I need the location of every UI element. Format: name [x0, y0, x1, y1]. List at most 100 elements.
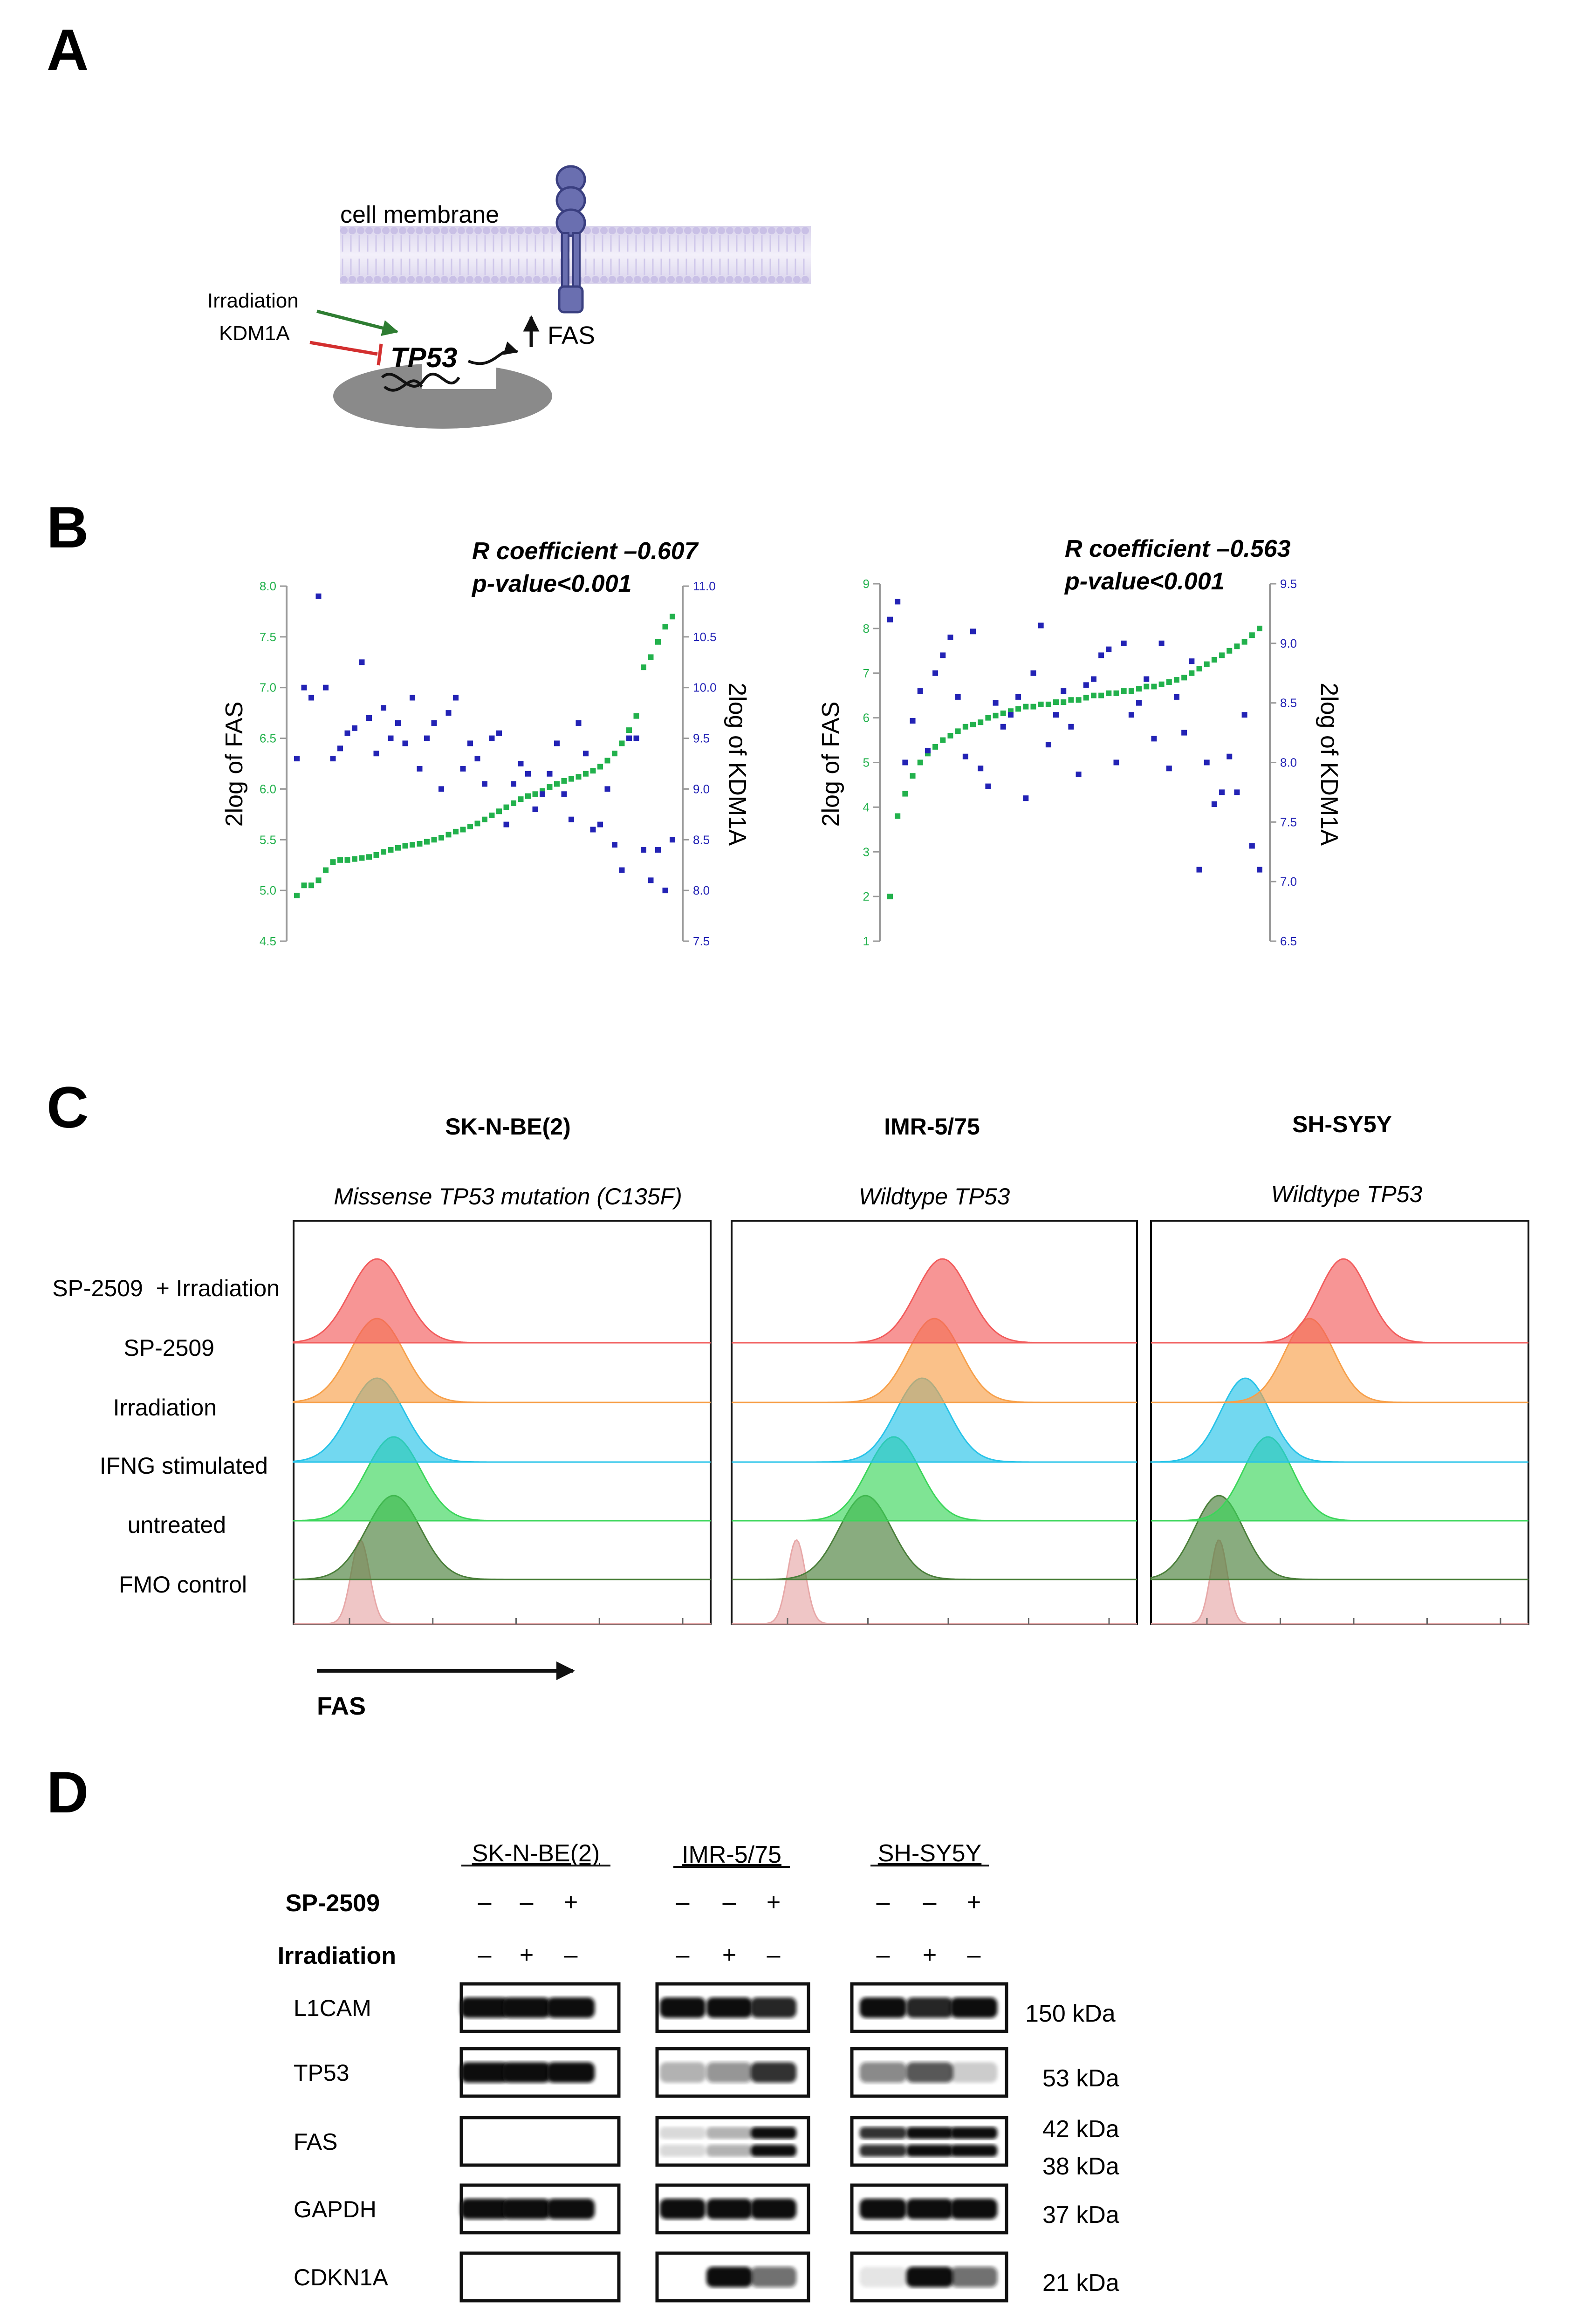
point-fas	[381, 849, 386, 855]
blot-band	[750, 2127, 797, 2139]
left-tick-label: 3	[863, 845, 870, 859]
lipid-head	[709, 227, 717, 234]
point-kdm1a	[670, 837, 675, 843]
point-fas	[655, 639, 661, 645]
lipid-head	[651, 276, 658, 283]
blot-band	[547, 1997, 595, 2018]
right-tick-label: 8.0	[1280, 756, 1297, 770]
point-kdm1a	[955, 694, 961, 700]
point-fas	[1166, 679, 1172, 685]
point-kdm1a	[947, 635, 953, 641]
treatment-sign: –	[923, 1889, 937, 1916]
kdm1a-label: KDM1A	[219, 322, 290, 345]
lipid-head	[432, 276, 440, 283]
lipid-head	[458, 227, 465, 234]
blot-box	[655, 2116, 810, 2167]
point-fas	[359, 855, 365, 861]
treatment-sign: –	[676, 1941, 690, 1969]
point-kdm1a	[590, 827, 596, 833]
lipid-head	[441, 227, 448, 234]
left-tick-label: 9	[863, 577, 870, 591]
point-fas	[887, 894, 893, 900]
point-fas	[1045, 701, 1051, 707]
blot-band	[750, 2145, 797, 2157]
lipid-head	[449, 227, 457, 234]
right-tick-label: 9.5	[693, 731, 710, 745]
lipid-head	[491, 276, 499, 283]
lipid-head	[667, 227, 675, 234]
blot-band	[659, 2127, 706, 2139]
blot-protein-label: GAPDH	[294, 2196, 377, 2222]
point-fas	[1061, 699, 1067, 705]
point-fas	[597, 764, 603, 770]
point-kdm1a	[576, 720, 582, 726]
point-fas	[1241, 639, 1247, 645]
point-kdm1a	[1226, 753, 1233, 759]
lipid-head	[474, 276, 482, 283]
point-kdm1a	[1211, 801, 1217, 807]
point-kdm1a	[1090, 676, 1096, 682]
point-fas	[1249, 632, 1255, 638]
lipid-head	[583, 227, 591, 234]
lipid-head	[726, 276, 733, 283]
point-fas	[496, 808, 502, 814]
blot-band	[859, 2267, 907, 2287]
blot-band	[750, 2062, 797, 2083]
point-fas	[1121, 688, 1127, 694]
lipid-head	[684, 276, 692, 283]
point-kdm1a	[438, 786, 444, 792]
lipid-head	[340, 276, 348, 283]
point-fas	[445, 832, 452, 838]
tp53-status-2: Wildtype TP53	[859, 1183, 1010, 1210]
point-kdm1a	[1121, 640, 1127, 646]
point-kdm1a	[381, 705, 386, 711]
blot-cell-line-1: SK-N-BE(2)	[472, 1840, 600, 1867]
lipid-head	[349, 227, 356, 234]
blot-band	[706, 2267, 753, 2287]
point-kdm1a	[1158, 640, 1165, 646]
blot-band	[906, 2062, 953, 2083]
lipid-head	[600, 227, 608, 234]
point-kdm1a	[511, 781, 516, 787]
point-kdm1a	[395, 720, 401, 726]
lipid-head	[785, 227, 792, 234]
blot-protein-label: TP53	[294, 2060, 349, 2086]
blot-band	[706, 2199, 753, 2219]
blot-band	[750, 2199, 797, 2219]
point-kdm1a	[1007, 712, 1014, 718]
lipid-head	[659, 227, 666, 234]
point-kdm1a	[315, 593, 322, 599]
lipid-head	[533, 227, 541, 234]
point-fas	[1030, 704, 1036, 710]
stat-p-1: p-value<0.001	[471, 570, 632, 597]
blot-band	[859, 1997, 907, 2018]
point-fas	[315, 877, 322, 883]
lipid-head	[651, 227, 658, 234]
point-fas	[947, 732, 953, 738]
blot-kda-label: 42 kDa	[1042, 2116, 1119, 2143]
lipid-head	[617, 276, 624, 283]
lipid-head	[365, 227, 373, 234]
lipid-head	[533, 276, 541, 283]
point-fas	[1226, 648, 1233, 654]
point-fas	[985, 715, 991, 721]
lipid-head	[424, 227, 432, 234]
lipid-head	[676, 276, 683, 283]
lipid-head	[609, 227, 616, 234]
lipid-head	[416, 276, 423, 283]
blot-band	[906, 2267, 953, 2287]
blot-band	[859, 2127, 907, 2139]
histogram-1	[1151, 1258, 1528, 1344]
blot-band	[706, 1997, 753, 2018]
lipid-head	[701, 227, 708, 234]
left-tick-label: 4.5	[260, 934, 276, 948]
right-tick-label: 11.0	[693, 579, 716, 593]
lipid-head	[500, 276, 507, 283]
point-fas	[431, 837, 437, 843]
lipid-head	[743, 276, 750, 283]
point-kdm1a	[895, 599, 901, 605]
point-fas	[373, 852, 379, 858]
blot-band	[460, 2062, 509, 2083]
treatment-sign: –	[478, 1889, 492, 1916]
treatment-sign: –	[676, 1889, 690, 1916]
